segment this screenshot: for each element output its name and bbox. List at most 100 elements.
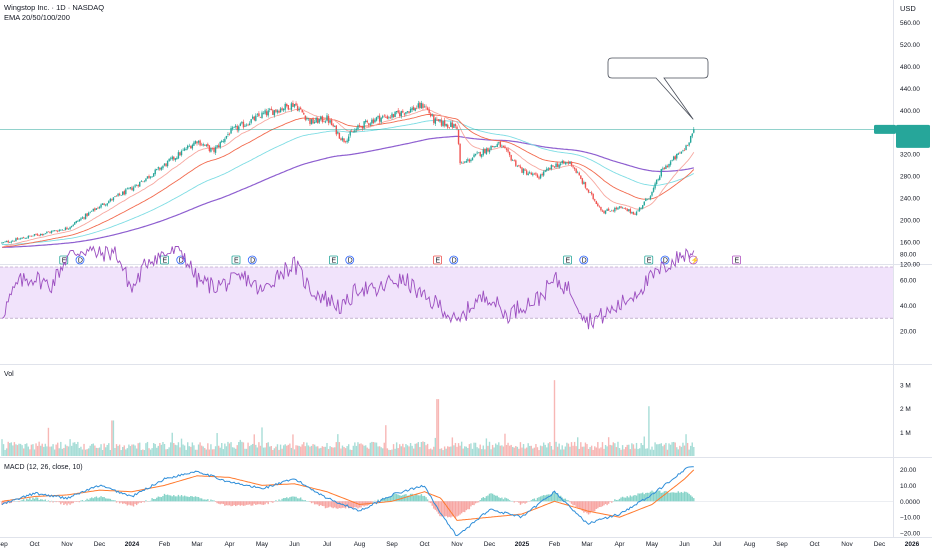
macd-histogram-bar bbox=[32, 497, 34, 502]
earnings-marker[interactable] bbox=[231, 255, 241, 265]
time-axis-tick-label: May bbox=[646, 541, 659, 548]
candle-body bbox=[341, 137, 344, 141]
candle-body bbox=[440, 119, 443, 126]
macd-histogram-bar bbox=[233, 501, 235, 505]
earnings-marker[interactable] bbox=[160, 255, 169, 265]
earnings-marker[interactable] bbox=[732, 255, 741, 265]
macd-histogram-bar bbox=[580, 501, 582, 509]
last-price-tag[interactable] bbox=[874, 124, 930, 148]
dividend-marker[interactable] bbox=[579, 255, 589, 265]
macd-histogram-bar bbox=[420, 494, 423, 502]
volume-bar bbox=[47, 427, 50, 456]
macd-histogram-bar bbox=[234, 501, 237, 507]
candle-body bbox=[595, 201, 597, 205]
volume-bar bbox=[651, 446, 653, 456]
volume-bar bbox=[638, 448, 641, 456]
candle-body bbox=[668, 163, 670, 167]
candles bbox=[1, 100, 695, 245]
macd-histogram-bar bbox=[267, 501, 269, 505]
earnings-marker[interactable] bbox=[329, 255, 338, 265]
dividend-marker-label: D bbox=[582, 257, 587, 264]
earnings-marker[interactable] bbox=[644, 255, 654, 265]
macd-histogram-bar bbox=[207, 499, 209, 502]
candle-body bbox=[567, 162, 570, 164]
macd-histogram-bar bbox=[317, 501, 319, 505]
annotation-callout[interactable] bbox=[607, 57, 709, 120]
volume-bar bbox=[577, 437, 579, 456]
candle-body bbox=[156, 168, 158, 171]
rsi-pane[interactable]: RSI (14, close) bbox=[0, 245, 893, 330]
candle-body bbox=[357, 125, 359, 130]
volume-bar bbox=[207, 443, 209, 456]
volume-bar bbox=[519, 442, 522, 456]
macd-histogram-bar bbox=[679, 492, 681, 502]
candle-body bbox=[289, 108, 291, 110]
candle-body bbox=[453, 124, 455, 128]
volume-bar bbox=[686, 442, 689, 456]
volume-bar bbox=[525, 447, 528, 456]
volume-bar bbox=[29, 449, 31, 456]
macd-histogram-bar bbox=[122, 501, 124, 504]
candle-body bbox=[368, 123, 370, 125]
volume-bar bbox=[612, 442, 615, 456]
candle-body bbox=[686, 145, 689, 146]
dividend-marker[interactable] bbox=[345, 255, 355, 265]
volume-bar bbox=[417, 442, 420, 456]
volume-bar bbox=[536, 447, 539, 456]
earnings-marker[interactable] bbox=[433, 255, 442, 265]
candle-body bbox=[680, 151, 683, 154]
macd-histogram-bar bbox=[337, 501, 339, 509]
candle-body bbox=[275, 109, 277, 112]
candle-body bbox=[332, 124, 334, 127]
volume-bar bbox=[234, 448, 237, 456]
volume-bar bbox=[156, 447, 158, 456]
candle-body bbox=[600, 206, 602, 211]
candle-body bbox=[146, 176, 149, 179]
candle-body bbox=[654, 183, 656, 189]
dividend-marker[interactable] bbox=[247, 255, 257, 265]
volume-bar bbox=[299, 446, 302, 456]
volume-bar bbox=[111, 420, 113, 456]
volume-bar bbox=[626, 444, 628, 456]
dividend-marker[interactable] bbox=[449, 255, 459, 265]
macd-histogram-bar bbox=[323, 501, 325, 507]
macd-histogram-bar bbox=[559, 495, 562, 502]
macd-histogram-bar bbox=[488, 493, 491, 502]
macd-histogram-bar bbox=[309, 501, 311, 502]
macd-pane[interactable]: MACD (12, 26, close, 10) bbox=[0, 464, 893, 537]
macd-histogram-bar bbox=[556, 493, 559, 502]
indicator-label: EMA 20/50/100/200 bbox=[4, 13, 70, 22]
price-axis-tick-label: 320.00 bbox=[900, 152, 920, 159]
time-axis-tick-label: Jul bbox=[713, 541, 722, 548]
volume-bar bbox=[53, 449, 56, 456]
flash-icon[interactable] bbox=[688, 255, 698, 265]
candle-body bbox=[149, 176, 152, 178]
macd-histogram-bar bbox=[513, 501, 515, 503]
volume-pane[interactable]: Vol bbox=[1, 371, 695, 456]
volume-bar bbox=[649, 449, 652, 456]
volume-bar bbox=[292, 434, 294, 456]
dividend-marker[interactable] bbox=[75, 255, 85, 265]
macd-histogram-bar bbox=[69, 501, 71, 505]
volume-bar bbox=[329, 446, 331, 456]
candle-body bbox=[256, 114, 259, 116]
macd-histogram-bar bbox=[524, 501, 526, 504]
time-axis-tick-label: Aug bbox=[354, 541, 366, 548]
volume-bar bbox=[179, 447, 181, 456]
rsi-axis-tick-label: 20.00 bbox=[900, 329, 917, 336]
macd-histogram-bar bbox=[304, 500, 307, 502]
volume-bar bbox=[67, 446, 70, 456]
macd-histogram-bar bbox=[383, 498, 385, 502]
event-markers[interactable]: E E E E E E E E D D D D D D D ⚡ bbox=[59, 255, 741, 265]
earnings-marker[interactable] bbox=[563, 255, 572, 265]
candle-body bbox=[578, 172, 580, 176]
volume-bar bbox=[474, 442, 477, 456]
time-axis[interactable]: Sep Oct Nov Dec 2024 Feb Mar Apr May Jun Jul Aug Sep… bbox=[0, 541, 920, 548]
volume-bar bbox=[296, 445, 299, 456]
macd-histogram-bar bbox=[572, 501, 574, 506]
macd-histogram-bar bbox=[665, 490, 667, 502]
price-pane[interactable] bbox=[0, 100, 893, 248]
volume-bar bbox=[289, 443, 291, 456]
macd-histogram-bar bbox=[152, 498, 155, 502]
